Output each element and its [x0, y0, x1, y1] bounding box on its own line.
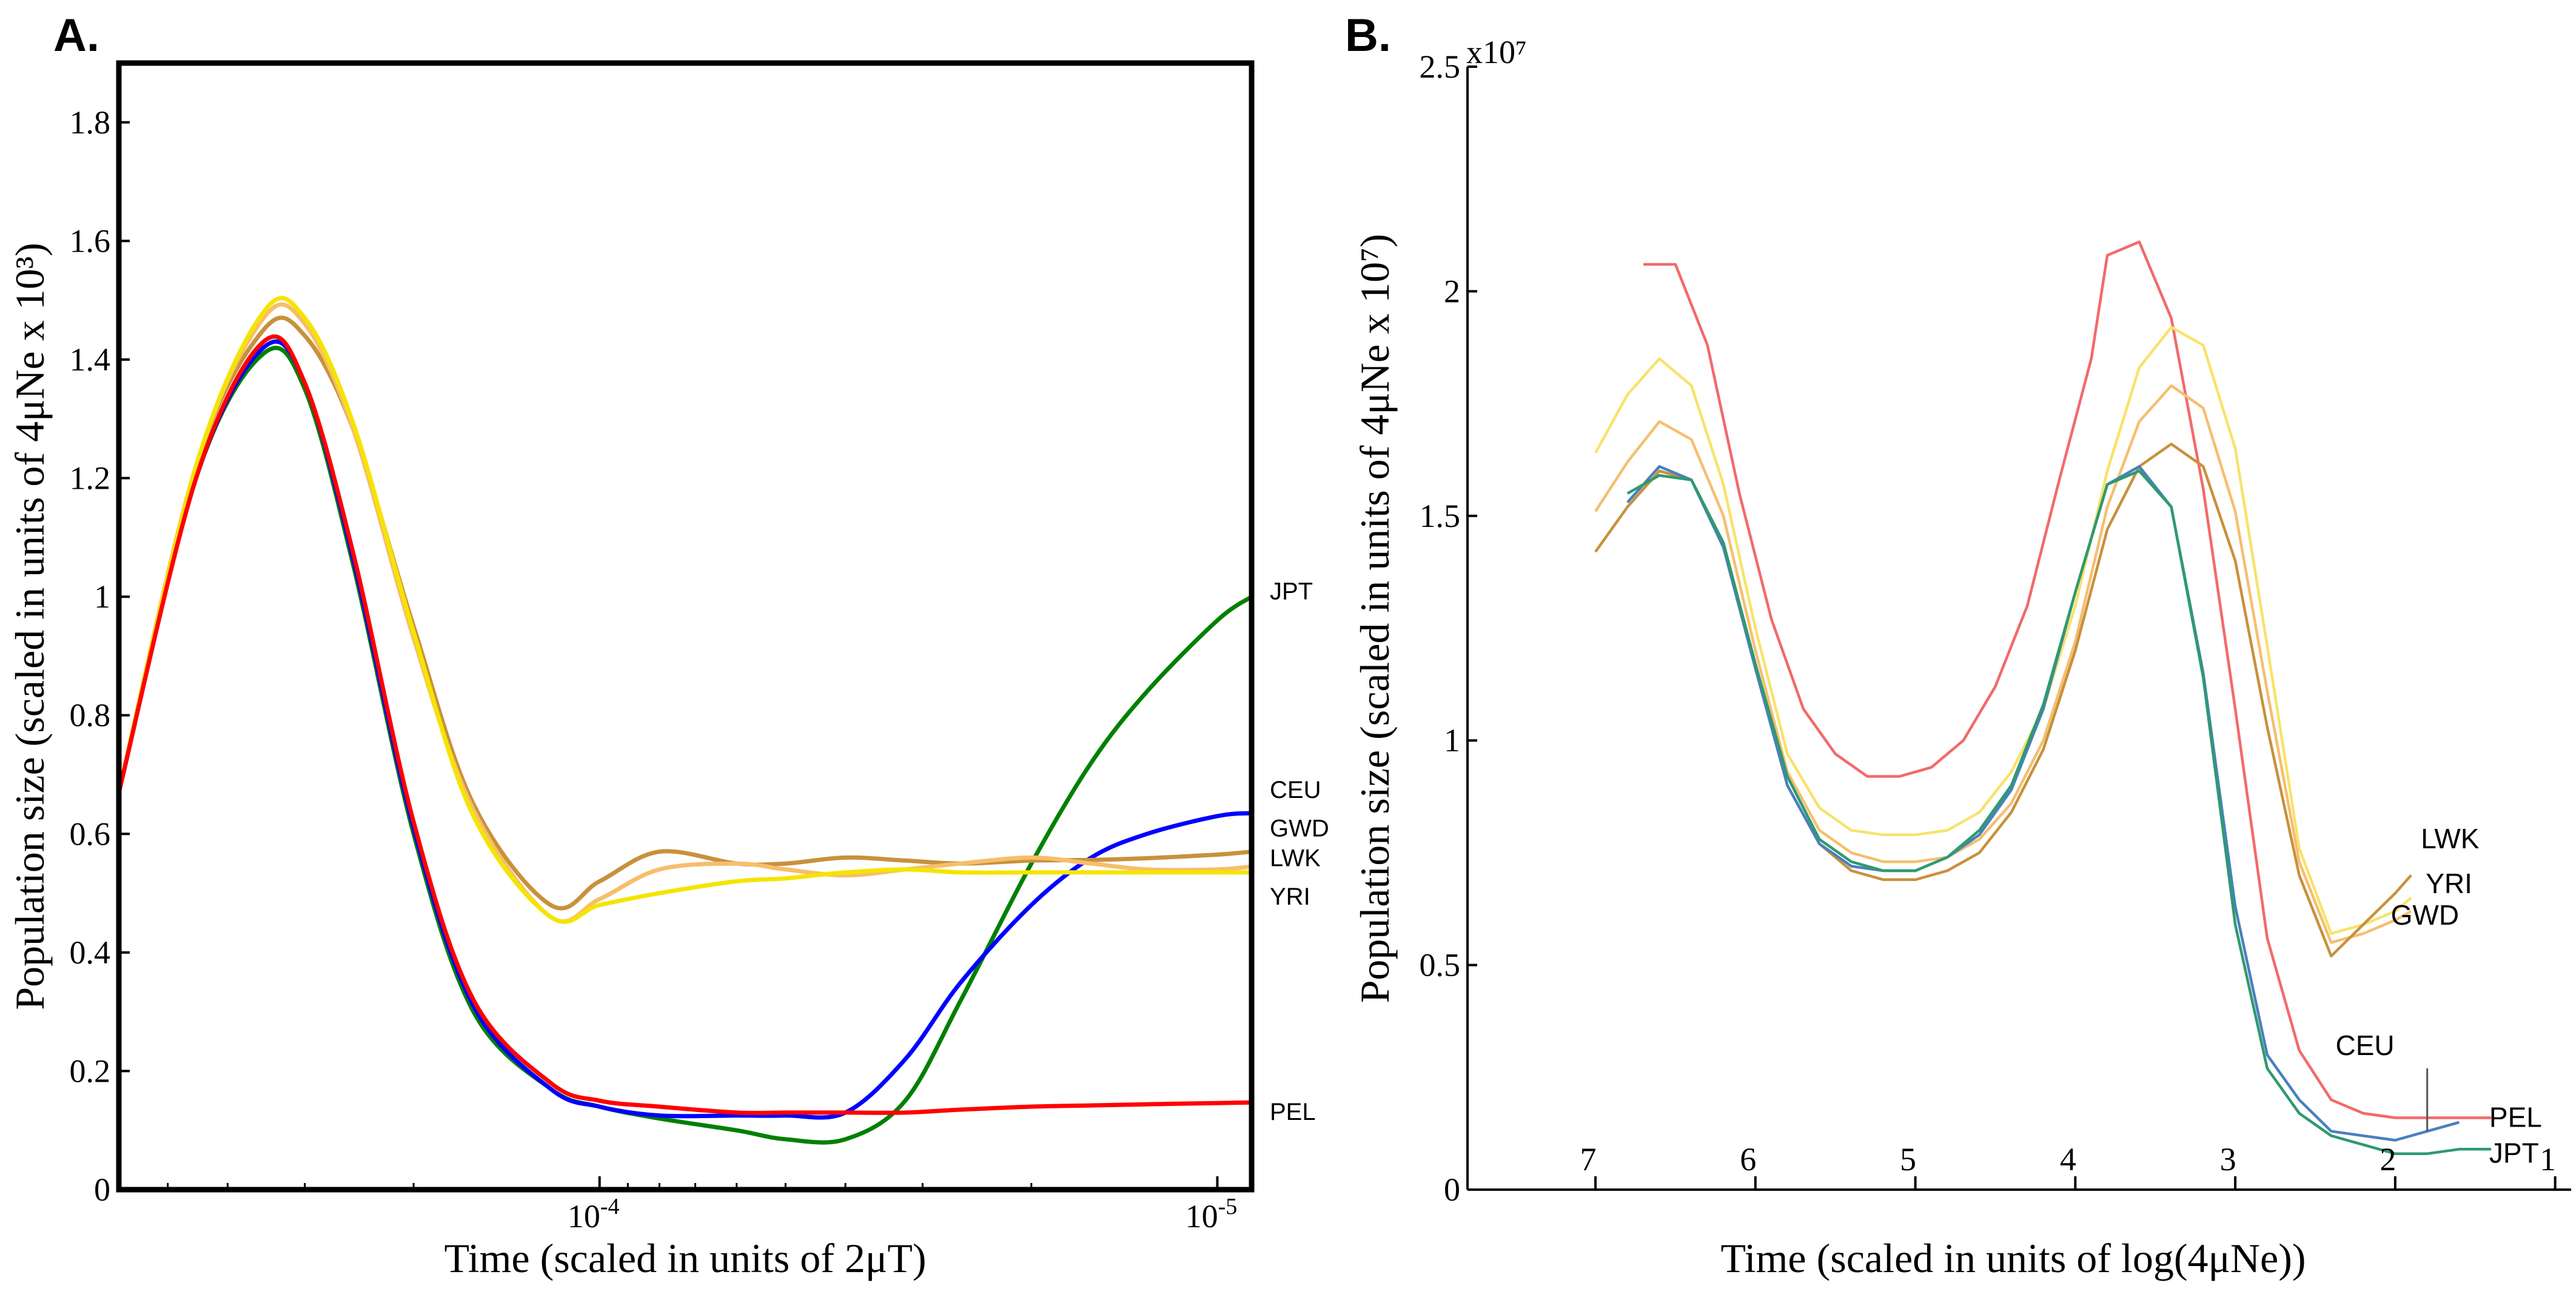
series-line-pel: [116, 334, 1252, 1116]
panel-b-x-ticks: 7 6 5 4 3 2 1: [1580, 1141, 2557, 1190]
series-label-jpt: JPT: [1270, 578, 1313, 605]
x-tick-label: 1: [2540, 1141, 2556, 1178]
panel-b-y-multiplier: x10⁷: [1466, 34, 1527, 70]
series-label-yri: YRI: [2426, 868, 2472, 899]
series-label-ceu: CEU: [1270, 777, 1321, 803]
series-label-lwk: LWK: [1270, 845, 1321, 871]
y-tick-label: 2.5: [1420, 49, 1461, 85]
x-tick-label: 2: [2380, 1141, 2396, 1178]
series-line-ceu: [1626, 465, 2460, 1142]
panel-b-y-ticks: 0 0.5 1 1.5 2 2.5: [1420, 49, 1477, 1208]
y-tick-label: 0.5: [1420, 947, 1461, 983]
y-tick-label: 0.6: [70, 816, 111, 852]
panel-b-x-axis-label: Time (scaled in units of log(4μNe)): [1720, 1235, 2306, 1281]
panel-a-plot-frame: [116, 60, 1255, 1193]
y-tick-label: 1.5: [1420, 498, 1461, 534]
series-line-pel: [1643, 240, 2492, 1119]
series-label-pel: PEL: [2489, 1101, 2542, 1133]
y-tick-label: 0: [1444, 1171, 1460, 1208]
x-tick-label: 7: [1580, 1141, 1597, 1178]
series-line-gwd: [1594, 384, 2412, 944]
y-tick-label: 1.4: [70, 341, 111, 378]
series-label-pel: PEL: [1270, 1099, 1316, 1125]
y-tick-label: 2: [1444, 273, 1460, 309]
series-line-jpt: [116, 346, 1253, 1145]
panel-a-y-axis-label: Population size (scaled in units of 4μNe…: [7, 243, 53, 1010]
series-line-jpt: [1626, 469, 2492, 1155]
panel-a-x-ticks: 10-4 10-5: [167, 1176, 1238, 1235]
series-line-ceu: [116, 339, 1252, 1120]
series-line-lwk: [1594, 443, 2412, 958]
y-tick-label: 0.8: [70, 697, 111, 734]
panel-b-y-axis-label-text: Population size (scaled in units of 4μNe…: [1352, 234, 1398, 1003]
y-tick-label: 0.4: [70, 934, 111, 971]
series-label-jpt: JPT: [2489, 1138, 2539, 1169]
x-tick-label: 5: [1900, 1141, 1916, 1178]
y-tick-label: 0: [94, 1171, 110, 1208]
panel-b-x-axis-label-text: Time (scaled in units of log(4μNe)): [1720, 1235, 2306, 1281]
y-tick-label: 1.8: [70, 104, 111, 141]
panel-a-y-ticks: 0 0.2 0.4 0.6 0.8 1 1.2 1.4 1.6 1.8: [70, 104, 130, 1208]
x-tick-label: 6: [1740, 1141, 1756, 1178]
y-tick-label: 1.6: [70, 223, 111, 259]
series-label-yri: YRI: [1270, 883, 1310, 910]
panel-b-y-axis-label: Population size (scaled in units of 4μNe…: [1352, 234, 1398, 1003]
series-label-ceu: CEU: [2336, 1030, 2395, 1061]
x-tick-label: 10-4: [568, 1194, 620, 1235]
series-line-gwd: [116, 302, 1252, 924]
panel-b-label: B.: [1345, 10, 1391, 61]
panel-a-x-axis-label-text: Time (scaled in units of 2μT): [444, 1235, 926, 1281]
x-tick-label: 4: [2060, 1141, 2076, 1178]
panel-a-series-labels: JPT CEU LWK GWD YRI PEL: [1270, 578, 1329, 1125]
series-line-yri: [1594, 326, 2412, 935]
panel-a-series: [116, 296, 1253, 1145]
series-label-gwd: GWD: [2391, 899, 2459, 931]
series-line-lwk: [116, 315, 1252, 911]
y-tick-label: 1: [94, 578, 110, 615]
series-label-lwk: LWK: [2421, 823, 2480, 854]
panel-a: A. 0 0.2 0.4 0.6 0.8 1 1.2 1.4 1.6 1.8 10-4 10-5 J…: [7, 10, 1329, 1281]
panel-a-x-axis-label: Time (scaled in units of 2μT): [444, 1235, 926, 1281]
y-tick-label: 1: [1444, 722, 1460, 759]
x-tick-label: 3: [2220, 1141, 2236, 1178]
series-label-gwd: GWD: [1270, 815, 1329, 842]
panel-b-series: [1594, 240, 2492, 1155]
series-line-yri: [116, 296, 1252, 924]
x-tick-label: 10-5: [1186, 1194, 1238, 1235]
y-tick-label: 1.2: [70, 460, 111, 497]
y-tick-label: 0.2: [70, 1053, 111, 1089]
panel-a-y-axis-label-text: Population size (scaled in units of 4μNe…: [7, 243, 53, 1010]
panel-a-label: A.: [53, 10, 99, 61]
